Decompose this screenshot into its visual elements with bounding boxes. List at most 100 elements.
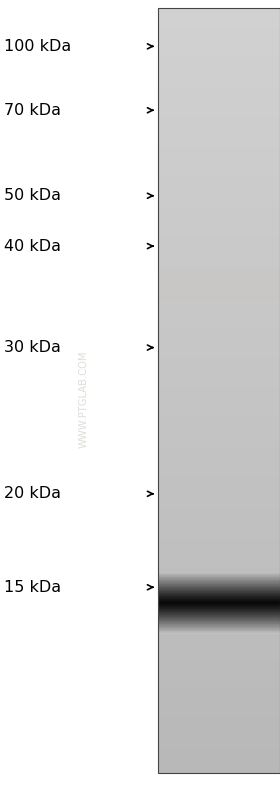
Bar bbox=[158, 82, 280, 85]
Bar bbox=[158, 408, 280, 411]
Bar bbox=[158, 618, 280, 620]
Bar bbox=[158, 281, 280, 284]
Bar bbox=[158, 478, 280, 480]
Bar bbox=[158, 515, 280, 519]
Bar bbox=[158, 322, 280, 324]
Bar bbox=[158, 439, 280, 442]
Bar bbox=[158, 271, 280, 273]
Bar bbox=[158, 626, 280, 628]
Bar bbox=[158, 444, 280, 447]
Bar bbox=[158, 585, 280, 587]
Bar bbox=[158, 579, 280, 582]
Bar bbox=[158, 769, 280, 771]
Bar bbox=[158, 312, 280, 314]
Bar bbox=[158, 697, 280, 699]
Bar bbox=[158, 498, 280, 500]
Bar bbox=[158, 577, 280, 579]
Bar bbox=[158, 378, 280, 380]
Text: 50 kDa: 50 kDa bbox=[4, 189, 61, 203]
Bar bbox=[158, 138, 280, 141]
Bar bbox=[158, 666, 280, 669]
Bar bbox=[158, 158, 280, 161]
Bar bbox=[158, 108, 280, 110]
Bar bbox=[158, 77, 280, 79]
Bar bbox=[158, 26, 280, 29]
Bar bbox=[158, 628, 280, 630]
Bar bbox=[158, 470, 280, 472]
Bar bbox=[158, 253, 280, 256]
Bar bbox=[158, 286, 280, 288]
Bar bbox=[158, 197, 280, 199]
Bar bbox=[158, 320, 280, 322]
Bar bbox=[158, 541, 280, 544]
Bar bbox=[158, 248, 280, 250]
Bar bbox=[158, 8, 280, 773]
Bar bbox=[158, 753, 280, 756]
Bar bbox=[158, 748, 280, 750]
Bar bbox=[158, 337, 280, 340]
Bar bbox=[158, 10, 280, 13]
Bar bbox=[158, 181, 280, 184]
Bar bbox=[158, 59, 280, 62]
Bar bbox=[158, 534, 280, 536]
Bar bbox=[158, 205, 280, 207]
Bar bbox=[158, 92, 280, 95]
Bar bbox=[158, 511, 280, 513]
Bar bbox=[158, 483, 280, 485]
Bar bbox=[158, 348, 280, 350]
Bar bbox=[158, 654, 280, 656]
Bar bbox=[158, 620, 280, 623]
Bar bbox=[158, 630, 280, 633]
Bar bbox=[158, 89, 280, 92]
Bar bbox=[158, 493, 280, 495]
Bar bbox=[158, 87, 280, 89]
Bar bbox=[158, 215, 280, 217]
Bar bbox=[158, 222, 280, 225]
Bar bbox=[158, 324, 280, 327]
Bar bbox=[158, 376, 280, 378]
Bar bbox=[158, 164, 280, 166]
Bar bbox=[158, 487, 280, 491]
Bar bbox=[158, 34, 280, 36]
Bar bbox=[158, 669, 280, 671]
Bar bbox=[158, 406, 280, 408]
Bar bbox=[158, 62, 280, 64]
Text: 70 kDa: 70 kDa bbox=[4, 103, 61, 117]
Bar bbox=[158, 327, 280, 329]
Bar bbox=[158, 268, 280, 271]
Bar bbox=[158, 166, 280, 169]
Bar bbox=[158, 633, 280, 636]
Bar bbox=[158, 46, 280, 49]
Bar bbox=[158, 429, 280, 431]
Bar bbox=[158, 97, 280, 100]
Bar bbox=[158, 136, 280, 138]
Bar bbox=[158, 233, 280, 235]
Bar bbox=[158, 692, 280, 694]
Bar bbox=[158, 202, 280, 205]
Bar bbox=[158, 590, 280, 592]
Bar bbox=[158, 544, 280, 547]
Bar bbox=[158, 646, 280, 649]
Bar bbox=[158, 314, 280, 316]
Bar bbox=[158, 121, 280, 123]
Bar bbox=[158, 495, 280, 498]
Bar bbox=[158, 566, 280, 570]
Bar bbox=[158, 278, 280, 281]
Bar bbox=[158, 64, 280, 66]
Bar bbox=[158, 342, 280, 345]
Bar bbox=[158, 51, 280, 54]
Bar bbox=[158, 452, 280, 455]
Bar bbox=[158, 491, 280, 493]
Bar bbox=[158, 436, 280, 439]
Bar bbox=[158, 587, 280, 590]
Bar bbox=[158, 641, 280, 643]
Bar bbox=[158, 467, 280, 470]
Bar bbox=[158, 664, 280, 666]
Bar bbox=[158, 682, 280, 684]
Bar bbox=[158, 113, 280, 115]
Bar bbox=[158, 594, 280, 598]
Bar bbox=[158, 613, 280, 615]
Bar bbox=[158, 651, 280, 654]
Bar bbox=[158, 240, 280, 243]
Bar bbox=[158, 386, 280, 388]
